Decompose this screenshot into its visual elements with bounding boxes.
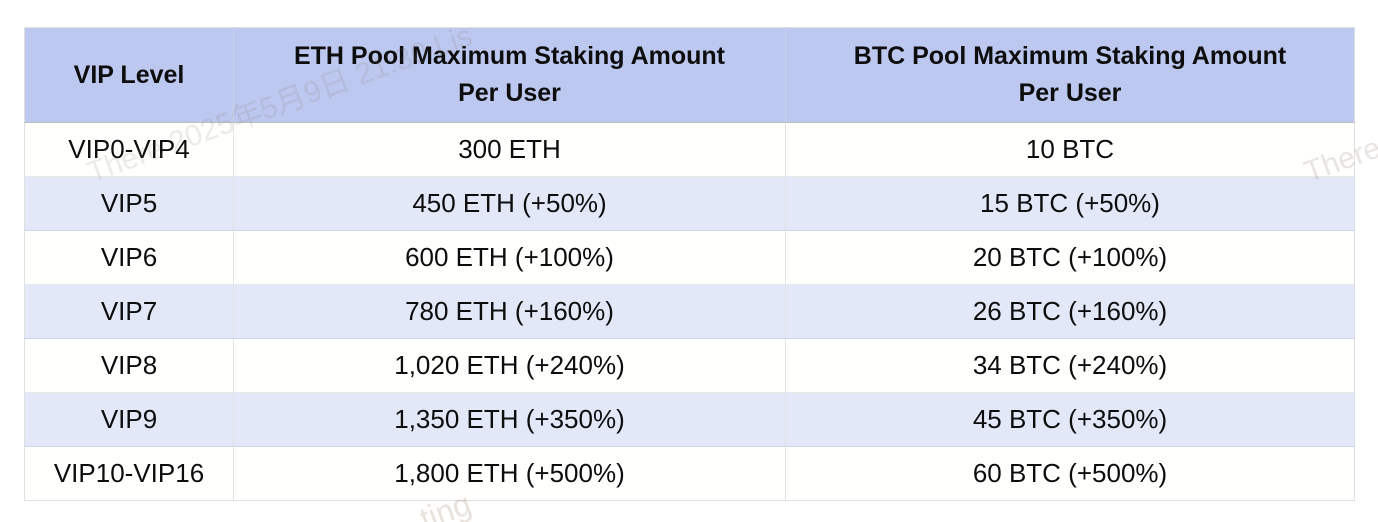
header-line: VIP Level	[73, 60, 185, 89]
cell-vip-level: VIP6	[24, 230, 234, 285]
header-line: BTC Pool Maximum Staking Amount	[853, 42, 1287, 70]
cell-eth-amount: 1,020 ETH (+240%)	[233, 338, 786, 393]
cell-eth-amount: 450 ETH (+50%)	[233, 176, 786, 231]
cell-vip-level: VIP7	[24, 284, 234, 339]
cell-btc-amount: 60 BTC (+500%)	[785, 446, 1355, 501]
header-line: Per User	[458, 79, 561, 107]
cell-btc-amount: 10 BTC	[785, 122, 1355, 177]
cell-eth-amount: 1,800 ETH (+500%)	[233, 446, 786, 501]
cell-btc-amount: 20 BTC (+100%)	[785, 230, 1355, 285]
header-vip-level: VIP Level	[24, 27, 234, 123]
header-btc-pool-max: BTC Pool Maximum Staking Amount Per User	[785, 27, 1355, 123]
cell-vip-level: VIP10-VIP16	[24, 446, 234, 501]
cell-btc-amount: 26 BTC (+160%)	[785, 284, 1355, 339]
table-row: VIP10-VIP16 1,800 ETH (+500%) 60 BTC (+5…	[24, 446, 1355, 501]
header-line: Per User	[1018, 79, 1122, 107]
table-row: VIP6 600 ETH (+100%) 20 BTC (+100%)	[24, 230, 1355, 285]
header-eth-pool-max: ETH Pool Maximum Staking Amount Per User	[233, 27, 786, 123]
cell-vip-level: VIP8	[24, 338, 234, 393]
table-row: VIP0-VIP4 300 ETH 10 BTC	[24, 122, 1355, 177]
cell-vip-level: VIP0-VIP4	[24, 122, 234, 177]
cell-btc-amount: 34 BTC (+240%)	[785, 338, 1355, 393]
cell-btc-amount: 45 BTC (+350%)	[785, 392, 1355, 447]
cell-eth-amount: 600 ETH (+100%)	[233, 230, 786, 285]
cell-eth-amount: 1,350 ETH (+350%)	[233, 392, 786, 447]
cell-eth-amount: 300 ETH	[233, 122, 786, 177]
table-row: VIP9 1,350 ETH (+350%) 45 BTC (+350%)	[24, 392, 1355, 447]
cell-vip-level: VIP9	[24, 392, 234, 447]
table-row: VIP8 1,020 ETH (+240%) 34 BTC (+240%)	[24, 338, 1355, 393]
header-line: ETH Pool Maximum Staking Amount	[293, 42, 726, 70]
cell-btc-amount: 15 BTC (+50%)	[785, 176, 1355, 231]
table-row: VIP7 780 ETH (+160%) 26 BTC (+160%)	[24, 284, 1355, 339]
header-row: VIP Level ETH Pool Maximum Staking Amoun…	[24, 27, 1355, 123]
table-row: VIP5 450 ETH (+50%) 15 BTC (+50%)	[24, 176, 1355, 231]
cell-vip-level: VIP5	[24, 176, 234, 231]
cell-eth-amount: 780 ETH (+160%)	[233, 284, 786, 339]
vip-staking-table: VIP Level ETH Pool Maximum Staking Amoun…	[24, 27, 1355, 501]
